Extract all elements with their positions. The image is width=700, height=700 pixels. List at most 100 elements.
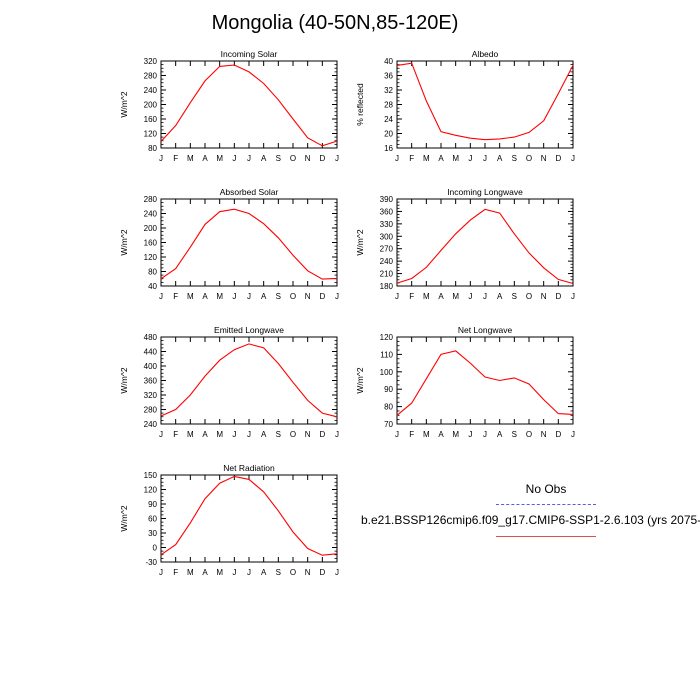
x-tick-label: O [290, 430, 296, 439]
x-tick-label: A [202, 568, 208, 577]
y-tick-label: 120 [144, 130, 158, 139]
x-tick-label: M [187, 292, 194, 301]
x-tick-label: J [159, 292, 163, 301]
y-tick-label: 280 [144, 406, 158, 415]
legend-obs-label: No Obs [525, 482, 567, 496]
x-tick-label: D [319, 292, 325, 301]
x-tick-label: F [173, 568, 178, 577]
y-tick-label: 180 [380, 282, 394, 291]
x-tick-label: J [335, 430, 339, 439]
x-tick-label: J [483, 154, 487, 163]
plot-frame [396, 336, 574, 425]
x-tick-label: A [202, 154, 208, 163]
x-tick-label: O [526, 292, 532, 301]
legend-run-label: b.e21.BSSP126cmip6.f09_g17.CMIP6-SSP1-2.… [361, 513, 700, 527]
x-tick-label: J [335, 154, 339, 163]
y-tick-label: 36 [384, 72, 393, 81]
x-tick-label: A [261, 292, 267, 301]
y-tick-label: 16 [384, 144, 393, 153]
x-tick-label: J [335, 568, 339, 577]
x-tick-label: J [159, 154, 163, 163]
x-tick-label: S [276, 430, 281, 439]
plot-frame [160, 474, 338, 563]
series-line [396, 350, 574, 416]
x-tick-label: S [276, 568, 281, 577]
y-tick-label: 160 [144, 115, 158, 124]
y-tick-label: 40 [384, 57, 393, 66]
x-tick-label: F [409, 154, 414, 163]
y-tick-label: 80 [384, 403, 393, 412]
series-line [160, 475, 338, 556]
y-tick-label: 480 [144, 333, 158, 342]
x-tick-label: N [305, 154, 311, 163]
series-line [160, 208, 338, 280]
y-tick-label: 360 [144, 377, 158, 386]
x-tick-label: J [159, 430, 163, 439]
x-tick-label: J [247, 568, 251, 577]
legend-obs-dash [496, 504, 596, 505]
x-tick-label: O [526, 154, 532, 163]
y-tick-label: 150 [144, 471, 158, 480]
x-tick-label: J [247, 292, 251, 301]
x-tick-label: D [555, 430, 561, 439]
x-tick-label: J [468, 154, 472, 163]
x-tick-label: D [319, 568, 325, 577]
x-tick-label: J [159, 568, 163, 577]
series-line [160, 64, 338, 147]
plot-frame [396, 198, 574, 287]
x-tick-label: O [526, 430, 532, 439]
x-tick-label: J [247, 154, 251, 163]
y-axis-label: W/m^2 [119, 505, 129, 531]
x-tick-label: A [202, 292, 208, 301]
x-tick-label: M [216, 292, 223, 301]
x-tick-label: M [187, 154, 194, 163]
x-tick-label: M [187, 568, 194, 577]
x-tick-label: M [216, 430, 223, 439]
x-tick-label: J [468, 430, 472, 439]
x-tick-label: J [483, 430, 487, 439]
legend-run-line [496, 536, 596, 537]
x-tick-label: S [512, 430, 517, 439]
y-tick-label: 240 [380, 257, 394, 266]
y-tick-label: 320 [144, 391, 158, 400]
y-tick-label: 0 [153, 544, 158, 553]
x-tick-label: D [319, 430, 325, 439]
panel-title: Absorbed Solar [220, 187, 279, 197]
y-axis-label: W/m^2 [119, 367, 129, 393]
x-tick-label: S [512, 154, 517, 163]
x-tick-label: A [497, 430, 503, 439]
x-tick-label: J [232, 430, 236, 439]
x-tick-label: J [571, 292, 575, 301]
y-tick-label: 280 [144, 72, 158, 81]
y-tick-label: 120 [144, 486, 158, 495]
x-tick-label: N [305, 568, 311, 577]
y-tick-label: 28 [384, 101, 393, 110]
x-tick-label: M [216, 154, 223, 163]
x-tick-label: M [452, 430, 459, 439]
x-tick-label: A [438, 292, 444, 301]
x-tick-label: A [261, 568, 267, 577]
panel-2: Absorbed Solar W/m^2 40 80 120 160 200 240 280 J F… [119, 187, 339, 301]
y-axis-label: % reflected [355, 83, 365, 126]
x-tick-label: S [276, 292, 281, 301]
x-tick-label: M [187, 430, 194, 439]
y-tick-label: 280 [144, 195, 158, 204]
panel-title: Albedo [472, 49, 499, 59]
x-tick-label: N [305, 430, 311, 439]
x-tick-label: J [232, 292, 236, 301]
x-tick-label: M [423, 430, 430, 439]
y-tick-label: 440 [144, 348, 158, 357]
x-tick-label: D [555, 292, 561, 301]
x-tick-label: A [438, 430, 444, 439]
y-tick-label: 400 [144, 362, 158, 371]
y-tick-label: 240 [144, 86, 158, 95]
y-axis-label: W/m^2 [119, 229, 129, 255]
panel-title: Incoming Solar [221, 49, 278, 59]
x-tick-label: A [497, 154, 503, 163]
y-tick-label: 210 [380, 270, 394, 279]
x-tick-label: F [409, 430, 414, 439]
x-tick-label: O [290, 292, 296, 301]
